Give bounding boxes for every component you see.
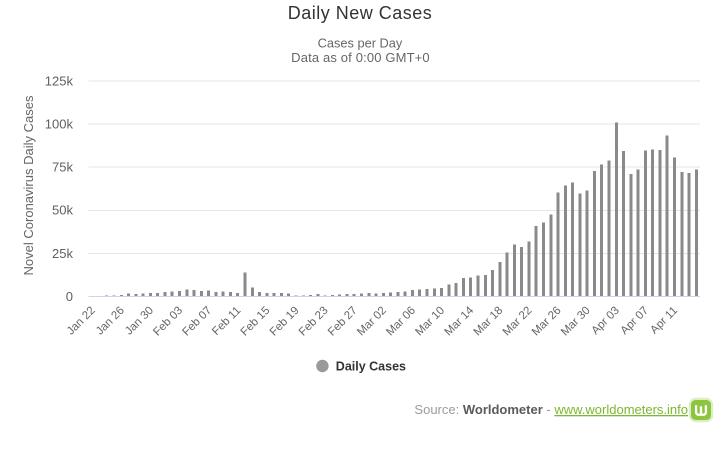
svg-text:25k: 25k — [52, 246, 73, 261]
svg-text:75k: 75k — [52, 160, 73, 175]
svg-text:Daily New Cases: Daily New Cases — [288, 3, 433, 23]
svg-text:Daily Cases: Daily Cases — [336, 360, 406, 374]
svg-text:Novel Coronavirus Daily Cases: Novel Coronavirus Daily Cases — [21, 95, 36, 275]
svg-text:Source: Worldometer - www.worl: Source: Worldometer - www.worldometers.i… — [414, 402, 688, 417]
svg-text:Data as of 0:00 GMT+0: Data as of 0:00 GMT+0 — [291, 50, 430, 65]
svg-text:0: 0 — [66, 289, 73, 304]
svg-text:100k: 100k — [45, 117, 74, 132]
svg-text:Cases per Day: Cases per Day — [318, 36, 403, 51]
svg-text:50k: 50k — [52, 203, 73, 218]
svg-text:125k: 125k — [45, 73, 74, 88]
